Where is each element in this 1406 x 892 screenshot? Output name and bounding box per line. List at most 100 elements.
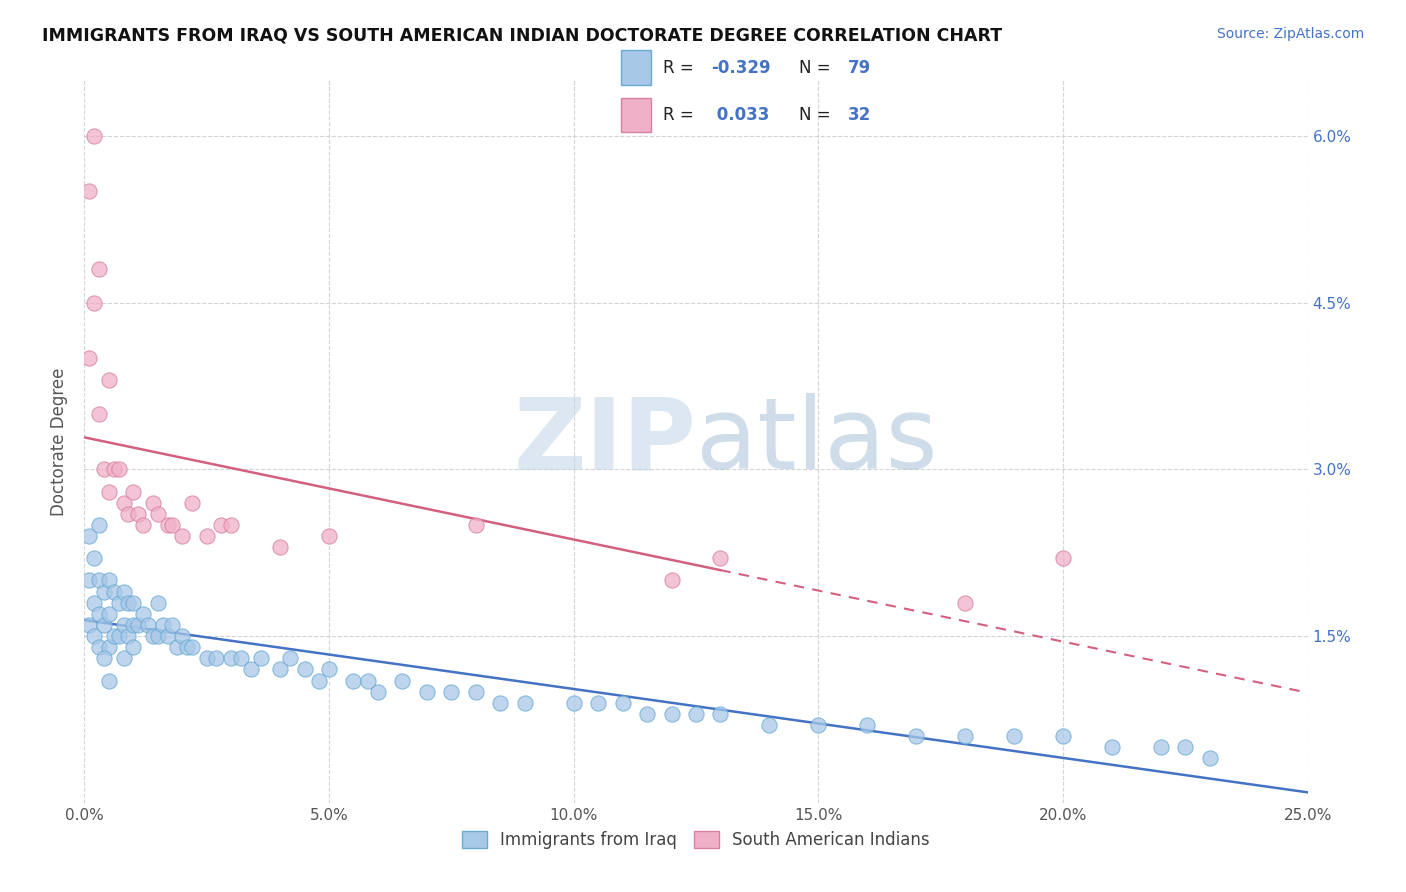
Point (612, 696, 634, 710)
Point (87, 262, 110, 277)
Point (294, 662, 316, 676)
Text: 0.033: 0.033 (711, 106, 769, 124)
Point (229, 651, 252, 665)
Point (269, 662, 291, 676)
Point (249, 651, 271, 665)
Text: IMMIGRANTS FROM IRAQ VS SOUTH AMERICAN INDIAN DOCTORATE DEGREE CORRELATION CHART: IMMIGRANTS FROM IRAQ VS SOUTH AMERICAN I… (42, 27, 1002, 45)
Point (97, 484, 120, 499)
Point (219, 651, 242, 665)
Point (122, 596, 145, 610)
Point (83, 295, 105, 310)
Point (1052, 729, 1074, 743)
Text: -0.329: -0.329 (711, 59, 770, 77)
Point (117, 596, 139, 610)
Point (77, 574, 100, 588)
Point (278, 651, 301, 665)
Point (122, 640, 145, 655)
Point (103, 584, 125, 599)
Point (172, 629, 194, 643)
Point (367, 684, 389, 698)
Point (87, 574, 110, 588)
Point (1101, 740, 1123, 755)
Point (112, 496, 135, 510)
Point (152, 618, 174, 632)
Point (156, 629, 179, 643)
Point (117, 507, 139, 521)
Point (97, 373, 120, 387)
Point (513, 696, 536, 710)
Point (112, 618, 135, 632)
Point (107, 629, 129, 643)
Point (97, 640, 120, 655)
Point (342, 673, 364, 688)
Point (905, 729, 928, 743)
Point (162, 618, 184, 632)
Point (685, 706, 707, 721)
Point (172, 529, 194, 543)
Point (97, 607, 120, 621)
Point (107, 462, 129, 476)
Point (195, 651, 218, 665)
Point (136, 618, 159, 632)
Point (176, 640, 198, 655)
Point (146, 596, 169, 610)
Point (146, 629, 169, 643)
Point (219, 517, 242, 532)
Point (181, 640, 204, 655)
Point (1052, 551, 1074, 566)
Point (357, 673, 380, 688)
Point (709, 706, 731, 721)
Point (132, 607, 155, 621)
Point (953, 596, 976, 610)
Point (156, 517, 179, 532)
Point (758, 718, 780, 732)
Point (807, 718, 830, 732)
Point (117, 629, 139, 643)
Point (1174, 740, 1197, 755)
Point (391, 673, 413, 688)
Point (142, 496, 165, 510)
Point (77, 185, 100, 199)
Point (464, 517, 486, 532)
Legend: Immigrants from Iraq, South American Indians: Immigrants from Iraq, South American Ind… (456, 824, 936, 856)
Point (87, 640, 110, 655)
Point (93, 462, 115, 476)
Point (112, 651, 135, 665)
Point (308, 673, 330, 688)
Text: N =: N = (799, 106, 831, 124)
Point (103, 629, 125, 643)
Point (953, 729, 976, 743)
Point (166, 640, 188, 655)
Text: 79: 79 (848, 59, 870, 77)
Point (97, 574, 120, 588)
Point (77, 618, 100, 632)
Point (83, 629, 105, 643)
Y-axis label: Doctorate Degree: Doctorate Degree (51, 368, 69, 516)
Point (103, 462, 125, 476)
Point (661, 706, 683, 721)
Point (142, 629, 165, 643)
Point (709, 551, 731, 566)
Point (87, 407, 110, 421)
Point (562, 696, 585, 710)
Point (416, 684, 439, 698)
Point (318, 662, 340, 676)
Text: 32: 32 (848, 106, 870, 124)
Text: N =: N = (799, 59, 831, 77)
Point (122, 484, 145, 499)
Point (181, 496, 204, 510)
Point (122, 618, 145, 632)
FancyBboxPatch shape (620, 50, 651, 86)
Point (87, 517, 110, 532)
Point (440, 684, 463, 698)
Point (661, 574, 683, 588)
Point (239, 662, 262, 676)
Point (127, 618, 149, 632)
Point (127, 507, 149, 521)
Point (97, 673, 120, 688)
Point (83, 551, 105, 566)
Text: ZIP: ZIP (513, 393, 696, 490)
Point (112, 584, 135, 599)
Point (489, 696, 512, 710)
Point (93, 618, 115, 632)
